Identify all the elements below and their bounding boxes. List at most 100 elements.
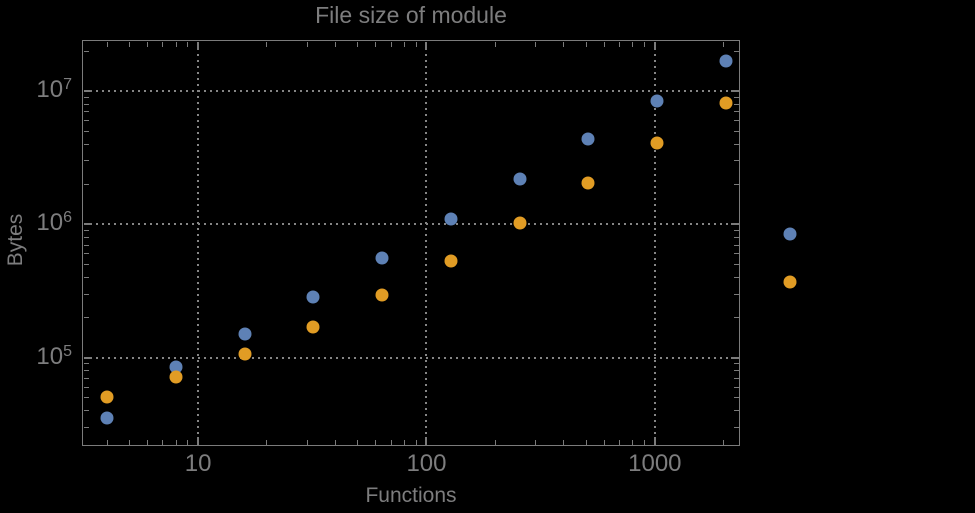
x-tick xyxy=(563,41,565,47)
y-tick xyxy=(733,276,739,278)
y-tick xyxy=(733,363,739,365)
x-tick xyxy=(175,41,177,47)
x-tick xyxy=(603,41,605,47)
y-tick xyxy=(733,160,739,162)
y-tick xyxy=(733,103,739,105)
y-tick xyxy=(733,130,739,132)
x-tick-label: 1000 xyxy=(628,450,682,477)
y-tick xyxy=(730,223,739,226)
data-point-blue xyxy=(444,212,458,226)
x-tick xyxy=(585,41,587,47)
y-tick-exponent: 7 xyxy=(63,76,72,94)
x-axis-label: Functions xyxy=(365,484,457,507)
data-point-blue xyxy=(581,132,595,146)
y-tick xyxy=(83,410,89,412)
y-tick xyxy=(733,229,739,231)
x-tick xyxy=(618,439,620,445)
y-tick xyxy=(733,263,739,265)
data-point-orange xyxy=(513,216,527,230)
y-tick xyxy=(83,90,92,93)
extra-point-orange xyxy=(783,275,797,289)
x-tick xyxy=(425,41,428,50)
x-tick xyxy=(415,439,417,445)
x-tick xyxy=(603,439,605,445)
x-tick xyxy=(146,41,148,47)
y-tick xyxy=(83,253,89,255)
x-tick xyxy=(494,439,496,445)
x-tick xyxy=(335,41,337,47)
y-tick xyxy=(83,363,89,365)
data-point-orange xyxy=(650,136,664,150)
y-tick xyxy=(733,377,739,379)
x-tick xyxy=(723,439,725,445)
x-tick xyxy=(106,41,108,47)
data-point-orange xyxy=(238,347,252,361)
y-tick xyxy=(83,160,89,162)
y-tick xyxy=(83,370,89,371)
y-tick xyxy=(733,426,739,428)
x-tick xyxy=(146,439,148,445)
x-tick xyxy=(390,41,392,47)
data-point-blue xyxy=(238,327,252,341)
data-point-blue xyxy=(513,172,527,186)
extra-point-blue xyxy=(783,227,797,241)
data-point-orange xyxy=(581,176,595,190)
y-tick xyxy=(83,356,92,359)
x-tick xyxy=(375,439,377,445)
data-point-blue xyxy=(719,54,733,68)
y-tick-base: 10 xyxy=(36,342,64,370)
y-tick xyxy=(83,377,89,379)
x-tick xyxy=(306,41,308,47)
x-tick xyxy=(534,439,536,445)
y-tick xyxy=(83,276,89,278)
data-point-orange xyxy=(444,254,458,268)
y-tick xyxy=(83,120,89,122)
y-tick xyxy=(733,370,739,371)
y-tick xyxy=(83,50,89,52)
x-tick xyxy=(618,41,620,47)
x-tick-label: 10 xyxy=(184,450,212,477)
y-tick-exponent: 6 xyxy=(63,209,72,227)
y-tick xyxy=(83,426,89,428)
data-point-blue xyxy=(100,411,114,425)
y-tick xyxy=(733,236,739,238)
y-tick xyxy=(733,96,739,98)
y-tick xyxy=(83,111,89,113)
data-point-orange xyxy=(169,370,183,384)
x-gridline xyxy=(425,42,428,444)
y-tick-label: 105 xyxy=(0,342,72,370)
y-tick-base: 10 xyxy=(36,209,64,237)
y-tick xyxy=(733,143,739,145)
y-tick xyxy=(733,410,739,412)
y-tick xyxy=(83,130,89,132)
x-tick xyxy=(162,439,164,445)
x-tick xyxy=(357,41,359,47)
y-tick xyxy=(83,229,89,231)
x-tick xyxy=(534,41,536,47)
y-tick xyxy=(83,316,89,318)
y-tick xyxy=(733,386,739,388)
data-point-blue xyxy=(169,360,183,374)
x-tick xyxy=(197,41,200,50)
y-tick xyxy=(83,386,89,388)
x-tick xyxy=(335,439,337,445)
x-tick xyxy=(632,41,634,47)
y-gridline xyxy=(84,90,738,93)
y-tick-label: 107 xyxy=(0,76,72,103)
y-tick xyxy=(733,316,739,318)
y-tick xyxy=(733,253,739,255)
data-point-blue xyxy=(306,290,320,304)
x-tick xyxy=(175,439,177,445)
x-tick xyxy=(162,41,164,47)
x-tick xyxy=(106,439,108,445)
y-tick xyxy=(83,223,92,226)
y-tick xyxy=(83,236,89,238)
data-point-orange xyxy=(375,288,389,302)
y-tick xyxy=(733,244,739,246)
x-tick xyxy=(723,41,725,47)
x-tick xyxy=(197,436,200,445)
y-tick xyxy=(730,356,739,359)
y-tick xyxy=(733,293,739,295)
x-tick xyxy=(128,439,130,445)
x-tick xyxy=(585,439,587,445)
